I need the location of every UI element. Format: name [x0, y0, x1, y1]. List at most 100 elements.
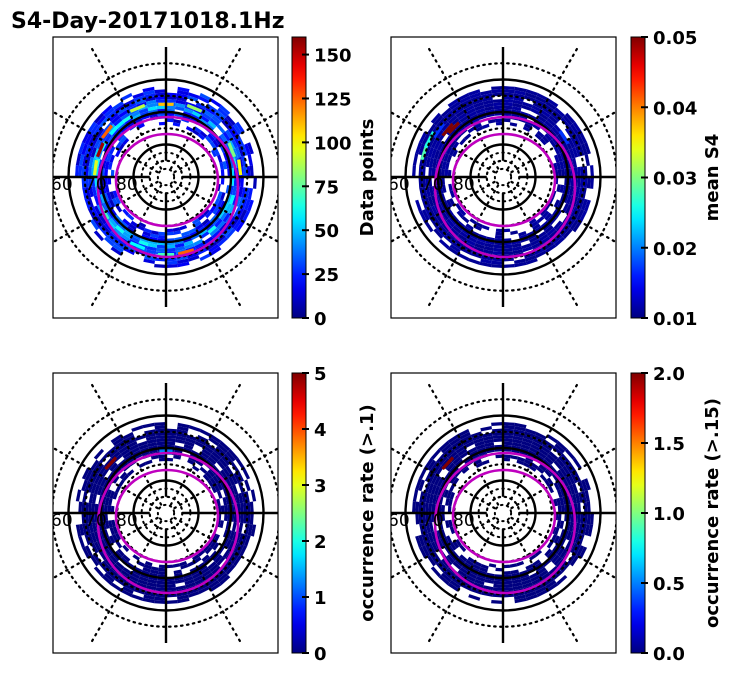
heatmap-cell: [106, 489, 112, 498]
heatmap-cell: [516, 561, 525, 567]
heatmap-cell: [198, 586, 210, 595]
heatmap-cell: [503, 580, 513, 585]
heatmap-cell: [196, 562, 206, 570]
heatmap-cell: [146, 102, 157, 108]
heatmap-cell: [438, 440, 450, 451]
heatmap-cell: [156, 247, 166, 252]
heatmap-cell: [449, 139, 457, 148]
heatmap-cell: [443, 545, 452, 555]
heatmap-cell: [441, 211, 449, 221]
heatmap-cell: [443, 135, 452, 145]
heatmap-cell: [538, 233, 549, 242]
heatmap-cell: [474, 579, 485, 586]
heatmap-cell: [205, 210, 213, 219]
colorbar-tick-label: 75: [314, 177, 339, 198]
heatmap-cell: [446, 554, 455, 564]
heatmap-cell: [552, 110, 563, 120]
auroral-oval-outer: [433, 115, 577, 259]
heatmap-cell: [453, 106, 464, 116]
heatmap-cell: [138, 576, 149, 583]
latitude-ring-dotted: [493, 167, 513, 187]
heatmap-cell: [206, 103, 218, 113]
heatmap-cell: [112, 101, 124, 110]
heatmap-cell: [430, 531, 437, 542]
heatmap-cell: [93, 448, 104, 460]
heatmap-cell: [446, 146, 453, 155]
heatmap-cell: [192, 572, 202, 580]
heatmap-cell: [142, 567, 151, 573]
latitude-ring-dotted: [148, 495, 184, 531]
heatmap-cell: [546, 117, 556, 127]
heatmap-cell: [127, 577, 138, 586]
latitude-ring-dotted: [148, 159, 184, 195]
heatmap-cell: [106, 471, 115, 481]
plot-area: 60 70 80: [388, 381, 616, 645]
heatmap-cell: [530, 574, 541, 583]
heatmap-cell: [428, 177, 433, 187]
heatmap-cell: [554, 107, 565, 118]
heatmap-cell: [146, 438, 157, 444]
heatmap-cell: [516, 459, 525, 465]
heatmap-cell: [503, 593, 514, 598]
heatmap-cell: [586, 501, 591, 513]
heatmap-cell: [534, 583, 546, 592]
heatmap-cell: [557, 469, 565, 479]
longitude-spoke-dotted: [506, 381, 580, 506]
heatmap-cell: [470, 566, 480, 574]
heatmap-cell: [427, 555, 436, 567]
heatmap-cell: [115, 149, 121, 158]
heatmap-cell: [130, 236, 140, 244]
heatmap-highlight-cell: [129, 103, 146, 113]
heatmap-cell: [424, 220, 434, 233]
heatmap-cell: [564, 475, 573, 486]
heatmap-cell: [240, 513, 244, 524]
heatmap-cell: [108, 520, 113, 529]
heatmap-cell: [200, 231, 210, 239]
heatmap-cell: [144, 255, 156, 261]
heatmap-cell: [236, 470, 245, 482]
heatmap-cell: [208, 437, 220, 446]
heatmap-cell: [222, 212, 231, 223]
heatmap-cell: [113, 563, 123, 573]
heatmap-cell: [104, 457, 114, 468]
heatmap-cell: [530, 107, 541, 116]
heatmap-cell: [479, 567, 488, 573]
heatmap-cell: [175, 246, 186, 252]
heatmap-cell: [215, 570, 226, 580]
heatmap-cell: [503, 587, 514, 591]
heatmap-cell: [480, 564, 489, 570]
heatmap-cell: [87, 533, 94, 545]
heatmap-cell: [119, 471, 127, 480]
heatmap-cell: [110, 451, 121, 461]
heatmap-cell: [93, 484, 100, 495]
heatmap-cell: [484, 242, 495, 248]
heatmap-cell: [241, 156, 247, 167]
heatmap-cell: [84, 144, 91, 156]
heatmap-highlight-cell: [95, 142, 105, 158]
heatmap-cell: [123, 98, 135, 107]
heatmap-cell: [236, 208, 245, 220]
latitude-label: 60: [388, 511, 410, 531]
heatmap-cell: [550, 112, 561, 122]
heatmap-cell: [217, 490, 223, 499]
heatmap-cell: [199, 253, 212, 262]
heatmap-cell: [531, 440, 542, 449]
heatmap-cell: [425, 502, 429, 513]
heatmap-cell: [545, 101, 557, 110]
heatmap-cell: [92, 553, 102, 565]
heatmap-cell: [529, 572, 539, 580]
heatmap-cell: [510, 569, 519, 575]
heatmap-cell: [137, 440, 148, 447]
heatmap-cell: [540, 445, 551, 454]
heatmap-cell: [480, 258, 492, 264]
heatmap-cell: [177, 261, 190, 268]
heatmap-cell: [521, 440, 532, 447]
heatmap-cell: [187, 255, 200, 262]
heatmap-cell: [556, 497, 561, 506]
heatmap-cell: [463, 562, 473, 570]
heatmap-cell: [564, 216, 574, 227]
heatmap-cell: [219, 480, 227, 490]
heatmap-cell: [116, 238, 127, 248]
heatmap-cell: [123, 247, 135, 256]
heatmap-cell: [84, 480, 91, 492]
